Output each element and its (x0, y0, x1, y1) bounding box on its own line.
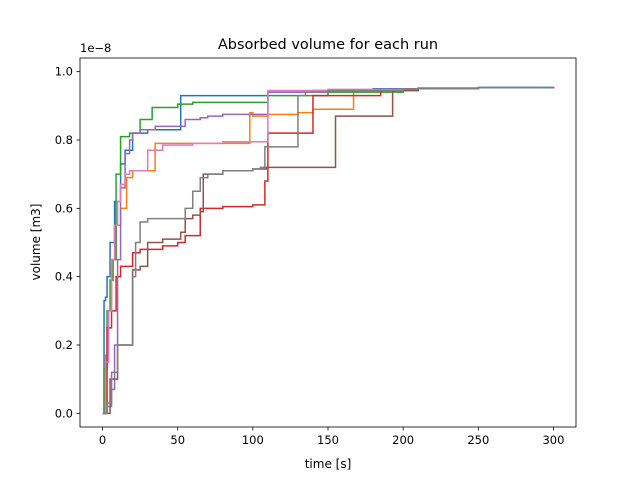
y-tick-label: 0.8 (55, 133, 73, 147)
chart-title: Absorbed volume for each run (218, 37, 438, 53)
y-tick-label: 1.0 (55, 65, 73, 79)
y-axis-label: volume [m3] (29, 204, 43, 281)
series-layer (102, 86, 555, 415)
x-axis-label: time [s] (305, 457, 352, 471)
x-tick-label: 250 (467, 433, 489, 447)
x-tick-label: 0 (99, 433, 106, 447)
series-line-7 (102, 86, 555, 415)
series-line-8 (102, 86, 555, 415)
x-tick-label: 150 (317, 433, 339, 447)
y-tick-label: 0.6 (55, 201, 73, 215)
x-tick-label: 50 (170, 433, 185, 447)
series-line-3 (102, 86, 555, 415)
axes: 0 50 100 150 200 250 300 0.0 0.2 0.4 0.6 0.8 1.0 (55, 57, 577, 447)
y-tick-label: 0.0 (55, 406, 73, 420)
x-tick-label: 300 (542, 433, 564, 447)
x-tick-label: 200 (392, 433, 414, 447)
y-offset-label: 1e−8 (80, 41, 111, 55)
y-tick-label: 0.4 (55, 270, 73, 284)
y-tick-label: 0.2 (55, 338, 73, 352)
x-tick-label: 100 (242, 433, 264, 447)
